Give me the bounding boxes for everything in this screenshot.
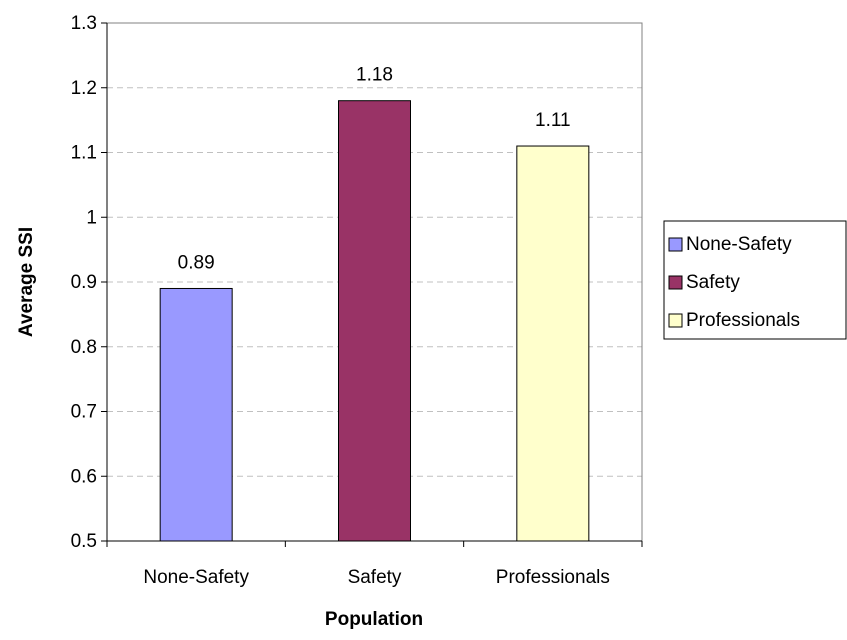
legend-swatch [668, 313, 683, 328]
data-label: 1.11 [535, 110, 571, 131]
bars [159, 100, 590, 542]
legend-label: Safety [686, 272, 740, 293]
bar-none-safety [159, 287, 233, 542]
data-label: 0.89 [178, 252, 215, 273]
y-tick-label: 0.7 [71, 402, 97, 423]
y-tick-labels: 0.5 0.6 0.7 0.8 0.9 1 1.1 1.2 1.3 [71, 13, 97, 552]
y-tick-label: 1.1 [71, 143, 97, 164]
y-tick-label: 0.8 [71, 337, 97, 358]
bar-professionals [516, 145, 590, 542]
y-tick-label: 0.6 [71, 466, 97, 487]
x-tick-label: Safety [348, 567, 402, 588]
x-axis-title: Population [325, 609, 423, 630]
x-tick-labels: None-Safety Safety Professionals [143, 567, 610, 588]
axes [101, 22, 643, 547]
y-tick-label: 0.9 [71, 272, 97, 293]
legend-swatch [668, 237, 683, 252]
legend-box [663, 220, 847, 340]
data-labels: 0.89 1.18 1.11 [178, 65, 571, 274]
y-tick-label: 1.3 [71, 13, 97, 34]
y-tick-label: 1 [86, 207, 97, 228]
x-tick-label: None-Safety [143, 567, 249, 588]
legend-swatch [668, 275, 683, 290]
legend: None-Safety Safety Professionals [663, 220, 847, 340]
y-tick-label: 0.5 [71, 531, 97, 552]
y-axis-title: Average SSI [16, 227, 37, 337]
x-tick-label: Professionals [496, 567, 610, 588]
data-label: 1.18 [356, 65, 393, 86]
legend-label: None-Safety [686, 234, 792, 255]
y-tick-label: 1.2 [71, 78, 97, 99]
legend-label: Professionals [686, 310, 800, 331]
bar-safety [338, 100, 411, 542]
